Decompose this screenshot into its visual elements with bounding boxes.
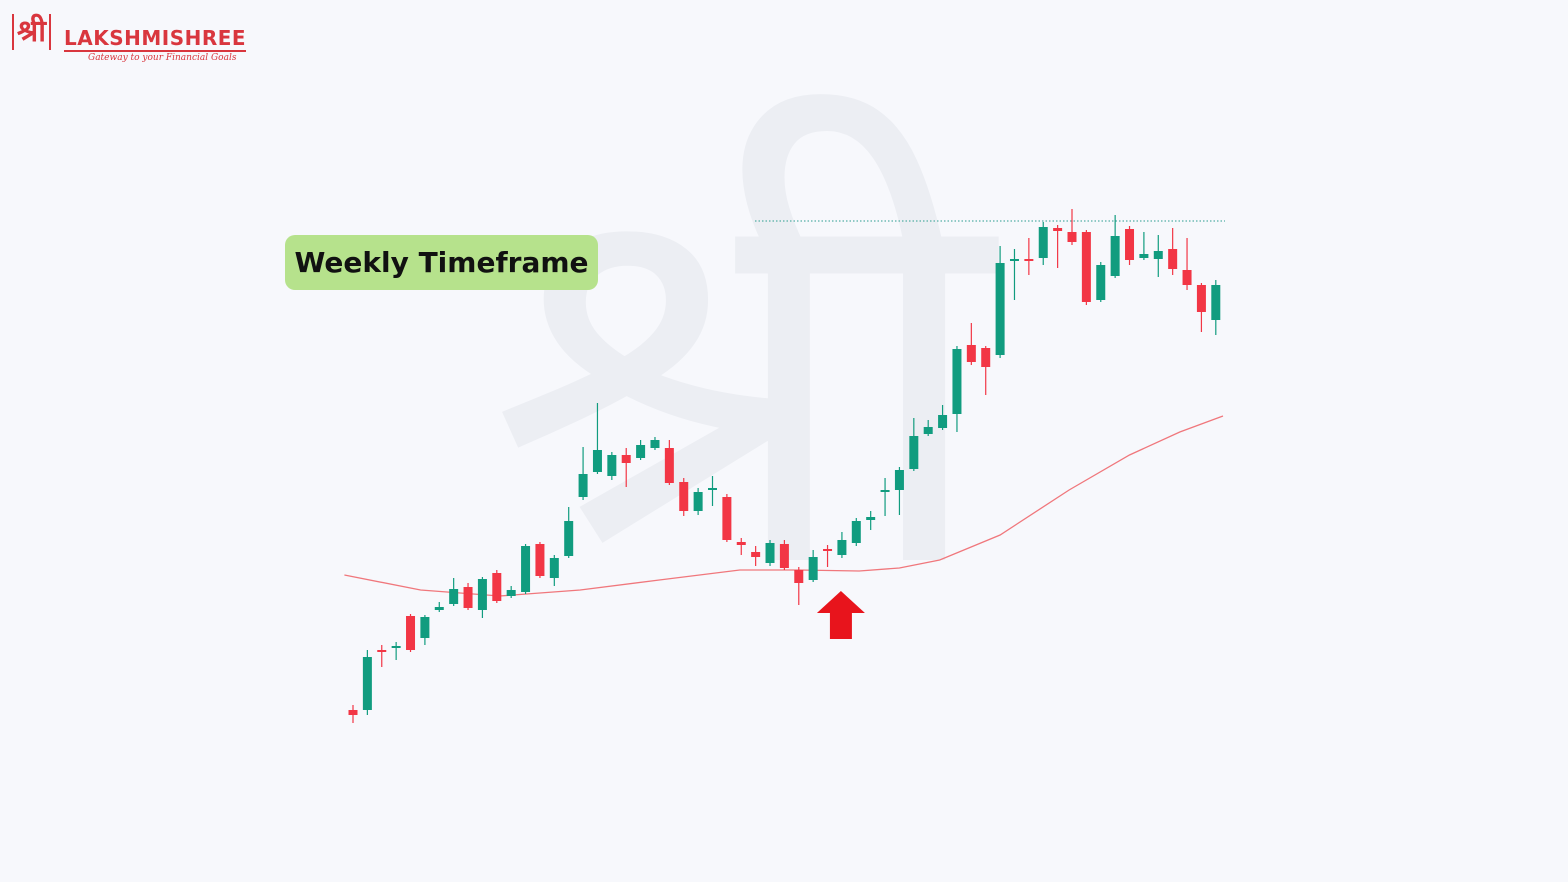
candle-body [506, 590, 516, 596]
candle-body [794, 570, 804, 583]
candle-body [779, 544, 789, 568]
candle-body [1196, 285, 1206, 312]
candle-body [521, 546, 531, 592]
moving-average [344, 415, 1224, 597]
candle-body [592, 450, 602, 472]
candle-body [348, 710, 358, 715]
candle-body [736, 542, 746, 545]
logo-tagline: Gateway to your Financial Goals [88, 53, 237, 63]
candle-body [938, 415, 948, 428]
candle-body [434, 607, 444, 610]
candle-body [823, 549, 833, 551]
candle-body [851, 521, 861, 543]
candle-body [866, 517, 876, 520]
candle-body [636, 445, 646, 458]
candle-body [1024, 259, 1034, 261]
candle-body [621, 455, 631, 463]
candle-body [564, 521, 574, 556]
signal-arrow [816, 591, 865, 639]
candle-body [377, 650, 387, 652]
candle-body [1009, 259, 1019, 261]
candle-body [391, 646, 401, 648]
candle-body [1168, 249, 1178, 269]
candle-body [808, 557, 818, 580]
candle-body [463, 587, 473, 608]
timeframe-label: Weekly Timeframe [285, 235, 598, 290]
candle-body [578, 474, 588, 497]
candle-body [981, 348, 991, 367]
candle-body [722, 497, 732, 540]
candle-body [923, 427, 933, 434]
logo-name: LAKSHMISHREE [64, 26, 247, 52]
candle-body [751, 552, 761, 557]
candle-body [1053, 228, 1063, 231]
candle-body [952, 349, 962, 414]
candle-body [966, 345, 976, 362]
candle-body [1139, 254, 1149, 258]
candle-body [1038, 227, 1048, 258]
candle-body [909, 436, 919, 469]
candle-body [406, 616, 416, 650]
candle-body [765, 543, 775, 563]
candle-body [650, 440, 660, 448]
candle-body [1096, 265, 1106, 300]
candle-body [708, 488, 717, 490]
candle-body [894, 470, 904, 490]
candle-body [535, 544, 545, 576]
candle-body [664, 448, 674, 483]
candle-body [1125, 229, 1135, 260]
candle-body [1067, 232, 1077, 242]
candle-body [1110, 236, 1120, 276]
candle-body [880, 490, 890, 492]
candle-body [1182, 270, 1192, 285]
logo-symbol: श्री [12, 14, 52, 50]
candle-body [420, 617, 430, 638]
candle-body [693, 492, 703, 511]
candle-body [607, 455, 617, 476]
candle-body [837, 540, 847, 555]
watermark: श्री [489, 77, 1003, 683]
candle-body [449, 589, 459, 604]
candle-body [1081, 232, 1091, 302]
candle-body [492, 573, 502, 601]
candle-body [679, 482, 689, 511]
candle-body [1211, 285, 1221, 320]
candle-body [995, 263, 1005, 355]
candle-body [362, 657, 372, 710]
candle-body [549, 558, 559, 578]
candle-body [1153, 251, 1163, 259]
candle-body [477, 579, 487, 610]
